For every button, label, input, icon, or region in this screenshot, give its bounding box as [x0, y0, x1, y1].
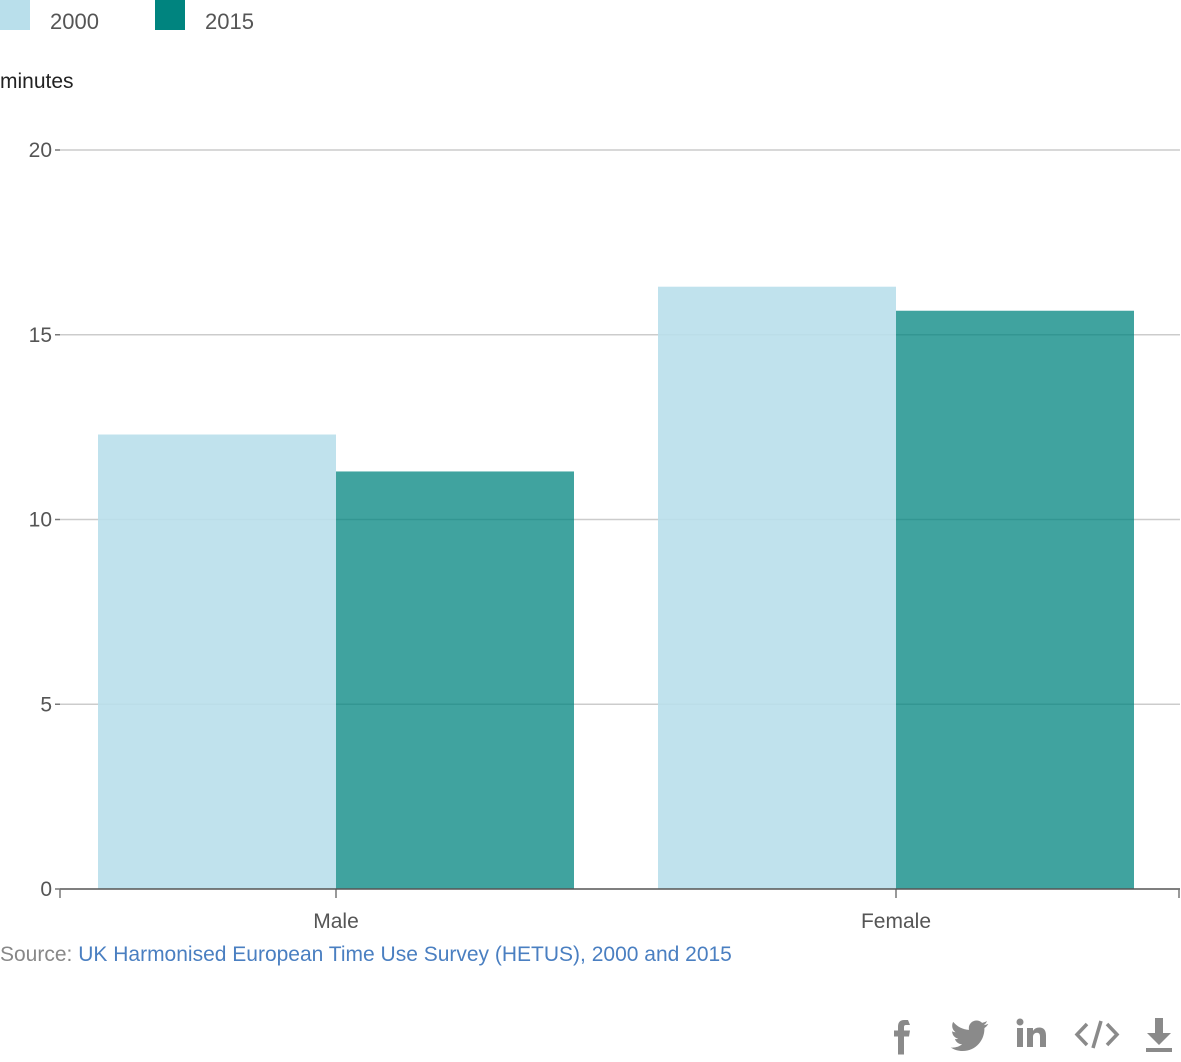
download-icon[interactable] — [1136, 1012, 1181, 1057]
source-prefix: Source: — [0, 943, 79, 966]
bar-2015-male[interactable] — [336, 471, 574, 889]
bar-2015-female[interactable] — [896, 310, 1134, 889]
bar-2000-male[interactable] — [98, 434, 336, 889]
y-tick-label: 0 — [40, 878, 52, 901]
bar-2000-female[interactable] — [658, 286, 896, 890]
legend-swatch — [0, 0, 30, 30]
source-note: Source: UK Harmonised European Time Use … — [0, 943, 732, 967]
y-tick-label: 15 — [29, 324, 52, 347]
bars — [98, 286, 1134, 890]
legend: 2000 2015 — [0, 0, 600, 40]
facebook-icon[interactable] — [880, 1012, 928, 1057]
linkedin-icon[interactable] — [1010, 1012, 1058, 1057]
share-toolbar — [880, 1012, 1181, 1057]
bar-chart: Male Female 0 5 10 15 20 — [29, 139, 1180, 933]
legend-label: 2015 — [205, 9, 254, 34]
y-axis: 0 5 10 15 20 — [29, 139, 60, 901]
y-axis-unit-label: minutes — [0, 70, 74, 93]
y-tick-label: 20 — [29, 139, 52, 162]
twitter-icon[interactable] — [944, 1012, 992, 1057]
x-axis: Male Female — [59, 888, 1180, 933]
embed-icon[interactable] — [1073, 1012, 1121, 1057]
x-category-label: Female — [861, 910, 931, 933]
source-link[interactable]: UK Harmonised European Time Use Survey (… — [78, 943, 732, 966]
y-tick-label: 10 — [29, 509, 52, 532]
legend-label: 2000 — [50, 9, 99, 34]
legend-swatch — [155, 0, 185, 30]
x-category-label: Male — [313, 910, 359, 933]
y-tick-label: 5 — [40, 693, 52, 716]
